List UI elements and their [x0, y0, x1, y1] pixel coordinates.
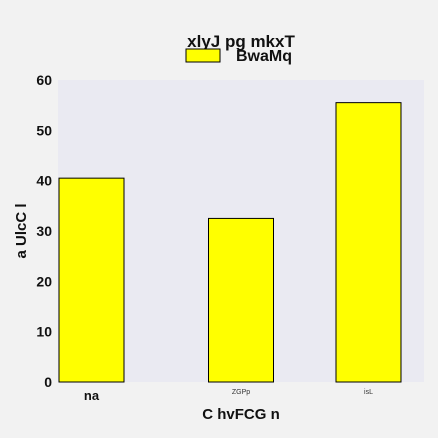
- x-tick-label: na: [84, 388, 100, 403]
- y-tick-label: 20: [36, 273, 52, 289]
- y-tick-label: 30: [36, 223, 52, 239]
- bars: [58, 102, 402, 383]
- x-tick-label: ZGPp: [232, 389, 250, 396]
- x-axis-label: C hvFCG n: [202, 406, 280, 423]
- legend-label: BwaMq: [236, 48, 292, 65]
- legend: BwaMq: [185, 48, 292, 65]
- y-axis-ticks: 0 10 20 30 40 50 60: [36, 72, 52, 390]
- y-tick-label: 0: [44, 374, 52, 390]
- bar-isL: [335, 102, 402, 383]
- x-tick-label: isL: [364, 389, 373, 396]
- y-tick-label: 10: [36, 324, 52, 340]
- x-axis-ticks: na ZGPp isL: [84, 388, 373, 403]
- bar-na: [58, 177, 125, 383]
- y-tick-label: 50: [36, 122, 52, 138]
- bar-ZGPp: [208, 217, 274, 383]
- y-tick-label: 40: [36, 173, 52, 189]
- y-axis-label: a UlcC l: [13, 203, 30, 258]
- legend-swatch: [185, 48, 221, 63]
- y-tick-label: 60: [36, 72, 52, 88]
- chart-title: xlyJ pg mkxT: [187, 32, 295, 51]
